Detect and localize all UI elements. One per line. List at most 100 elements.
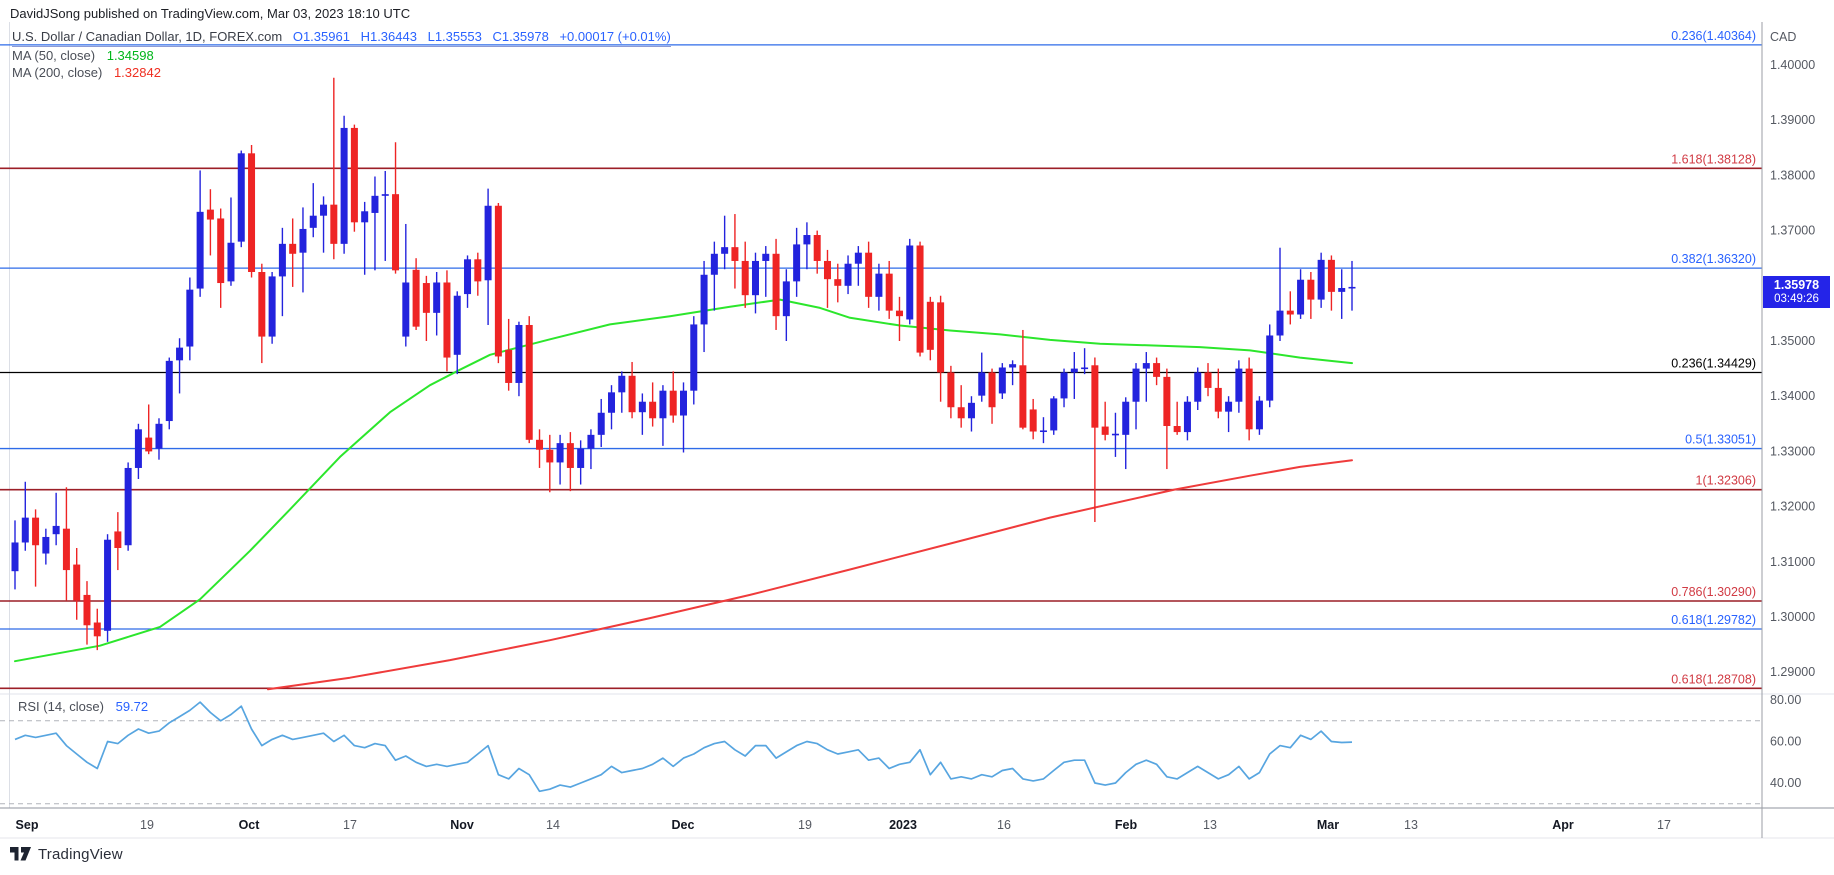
candle-Dec 15	[793, 227, 801, 297]
candle-body	[649, 401, 657, 419]
candle-body	[659, 390, 667, 419]
candle-Oct 14	[340, 115, 348, 254]
candle-body	[361, 211, 369, 223]
candle-body	[1173, 426, 1181, 433]
candle-body	[464, 259, 472, 295]
price-tick-1.31000: 1.31000	[1770, 555, 1815, 569]
candle-body	[916, 245, 924, 353]
candle-Sep 21	[165, 357, 173, 430]
candle-Sep 28	[217, 208, 225, 308]
candle-body	[1327, 259, 1335, 292]
tradingview-logo-icon	[10, 847, 31, 861]
time-tick-19: 19	[798, 818, 812, 832]
candle-Jan 10	[957, 385, 965, 428]
candle-body	[844, 263, 852, 286]
candle-Dec 16	[803, 222, 811, 270]
candle-body	[721, 247, 729, 254]
candle-Sep 2	[32, 509, 40, 587]
candle-body	[556, 443, 564, 463]
candle-body	[710, 253, 718, 275]
candle-Mar 2	[1338, 269, 1346, 319]
rsi-label: RSI (14, close)	[18, 699, 104, 714]
candle-body	[731, 247, 739, 261]
candle-body	[217, 218, 225, 284]
candle-Jan 4	[916, 241, 924, 357]
candle-body	[124, 467, 132, 546]
candle-body	[433, 282, 441, 313]
candle-Sep 27	[206, 189, 214, 256]
candle-Feb 3	[1142, 352, 1150, 402]
time-axis[interactable]: Sep 19 Oct 17 Nov 14 Dec 19 2023 16 Feb 13 Mar 13 Apr 1…	[16, 818, 1671, 832]
candle-Nov 16	[577, 440, 585, 485]
tradingview-attribution[interactable]: TradingView	[10, 845, 123, 864]
ma200-value: 1.32842	[113, 65, 161, 80]
candle-body	[1214, 387, 1222, 412]
candle-body	[679, 390, 687, 416]
candle-body	[957, 407, 965, 419]
candle-body	[947, 372, 955, 408]
candle-Oct 20	[381, 170, 389, 261]
candle-body	[1338, 288, 1346, 292]
fib-label-1.618(1.38128): 1.618(1.38128)	[1671, 152, 1756, 166]
candle-body	[402, 282, 410, 337]
candle-body	[998, 367, 1006, 394]
candle-Dec 30	[895, 296, 903, 341]
candle-Oct 28	[443, 270, 451, 372]
price-tick-1.39000: 1.39000	[1770, 113, 1815, 127]
candle-body	[1286, 310, 1294, 315]
candle-body	[1255, 400, 1263, 430]
fib-label-0.618(1.28708): 0.618(1.28708)	[1671, 672, 1756, 686]
candle-body	[309, 215, 317, 228]
candle-body	[762, 253, 770, 261]
time-tick-13: 13	[1404, 818, 1418, 832]
candle-body	[1142, 363, 1150, 369]
candle-Nov 2	[474, 252, 482, 296]
candle-Jan 19	[1029, 398, 1037, 440]
candle-body	[834, 279, 842, 286]
candle-body	[381, 194, 389, 196]
price-axis[interactable]: CAD 1.40000 1.39000 1.38000 1.37000 1.35000 1.…	[1770, 30, 1815, 790]
candle-body	[690, 324, 698, 391]
candles-group[interactable]	[11, 77, 1356, 651]
candle-Nov 23	[628, 361, 636, 419]
candle-Sep 23	[186, 277, 194, 361]
time-tick-2023: 2023	[889, 818, 917, 832]
candle-body	[1307, 279, 1315, 300]
candle-Nov 22	[618, 371, 626, 413]
candle-body	[1039, 430, 1047, 433]
ohlc-high: H1.36443	[360, 29, 417, 44]
time-tick-Nov: Nov	[450, 818, 474, 832]
rsi-tick-60.00: 60.00	[1770, 735, 1801, 749]
ohlc-open: O1.35961	[292, 29, 350, 44]
candle-body	[289, 243, 297, 254]
candle-Nov 21	[608, 385, 616, 430]
candle-Sep 19	[145, 404, 153, 455]
candle-Nov 17	[587, 429, 595, 470]
candle-Dec 13	[772, 238, 780, 330]
candle-Nov 28	[659, 385, 667, 446]
rsi-pane-group[interactable]	[0, 701, 1762, 805]
candle-Nov 29	[669, 371, 677, 423]
fib-label-0.786(1.30290): 0.786(1.30290)	[1671, 585, 1756, 599]
candle-Dec 28	[875, 263, 883, 311]
candle-Oct 3	[248, 145, 256, 278]
fib-label-0.618(1.29782): 0.618(1.29782)	[1671, 613, 1756, 627]
candle-Oct 18	[361, 201, 369, 275]
fib-label-0.236(1.34429): 0.236(1.34429)	[1671, 357, 1756, 371]
candle-body	[299, 228, 307, 253]
candle-body	[62, 528, 70, 571]
candle-Nov 30	[679, 382, 687, 453]
price-tick-1.29000: 1.29000	[1770, 665, 1815, 679]
candle-body	[1317, 259, 1325, 300]
candle-Dec 14	[782, 269, 790, 341]
candle-Feb 9	[1183, 396, 1191, 441]
candle-Feb 28	[1317, 252, 1325, 308]
candle-Nov 8	[515, 321, 523, 397]
candle-Dec 23	[854, 246, 862, 286]
candle-Aug 31	[11, 520, 19, 590]
candle-Dec 5	[710, 241, 718, 311]
candle-Oct 7	[289, 218, 297, 287]
candle-Jan 26	[1081, 348, 1089, 375]
candle-Jan 12	[978, 352, 986, 402]
